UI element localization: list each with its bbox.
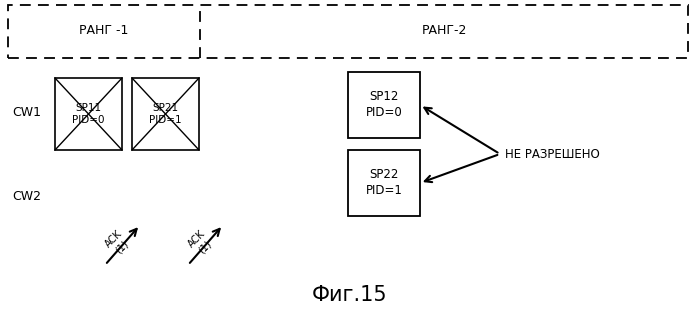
Bar: [8, 5, 688, 58]
Text: НЕ РАЗРЕШЕНО: НЕ РАЗРЕШЕНО: [505, 147, 600, 161]
Text: РАНГ-2: РАНГ-2: [421, 24, 467, 38]
Text: SP22
PID=1: SP22 PID=1: [365, 168, 402, 198]
Bar: [348, 150, 420, 216]
Text: ACK
(1): ACK (1): [104, 229, 132, 257]
Bar: [132, 78, 199, 150]
Text: CW1: CW1: [12, 105, 41, 119]
Text: ACK
(1): ACK (1): [187, 229, 216, 257]
Bar: [348, 72, 420, 138]
Text: РАНГ -1: РАНГ -1: [79, 24, 129, 38]
Text: CW2: CW2: [12, 189, 41, 203]
Text: SP11
PID=0: SP11 PID=0: [72, 103, 105, 125]
Bar: [55, 78, 122, 150]
Text: SP21
PID=1: SP21 PID=1: [149, 103, 182, 125]
Text: SP12
PID=0: SP12 PID=0: [365, 90, 402, 120]
Text: Фиг.15: Фиг.15: [312, 285, 388, 305]
